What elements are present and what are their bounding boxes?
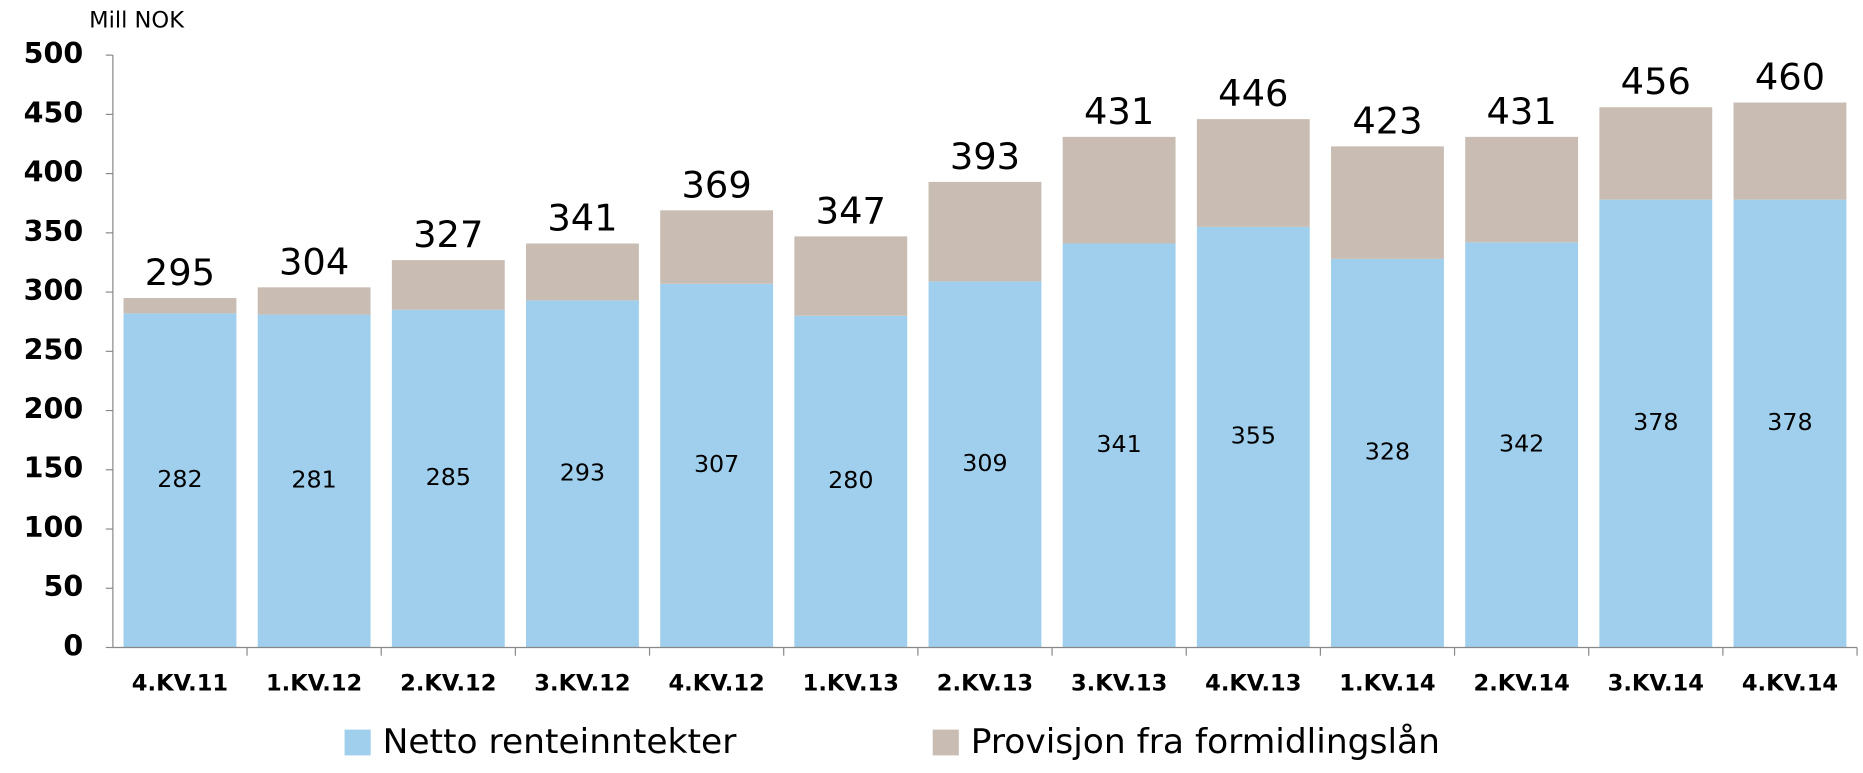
x-tick-label: 2.KV.13 — [937, 670, 1033, 696]
total-label: 393 — [950, 135, 1020, 178]
x-tick-label: 3.KV.14 — [1608, 670, 1704, 696]
value-label: 309 — [962, 449, 1007, 477]
value-label: 282 — [157, 465, 202, 493]
bar-segment — [1196, 119, 1310, 227]
y-tick-label: 350 — [24, 215, 84, 248]
total-label: 423 — [1352, 100, 1422, 143]
total-label: 347 — [816, 190, 886, 233]
value-label: 293 — [560, 459, 605, 487]
value-label: 341 — [1096, 430, 1141, 458]
bar-segment — [391, 260, 505, 310]
x-tick-label: 4.KV.12 — [668, 670, 764, 696]
value-label: 355 — [1231, 422, 1276, 450]
total-label: 327 — [413, 213, 483, 256]
bar-segment — [794, 315, 908, 648]
value-label: 280 — [828, 466, 873, 494]
y-tick-label: 100 — [24, 511, 84, 544]
total-label: 460 — [1755, 56, 1825, 99]
bar-segment — [1733, 102, 1847, 200]
bar-segment — [123, 313, 237, 648]
bar-segment — [1062, 136, 1176, 244]
total-label: 369 — [681, 164, 751, 207]
x-tick-label: 3.KV.12 — [534, 670, 630, 696]
bar-segment — [1465, 242, 1579, 648]
total-label: 304 — [279, 241, 349, 284]
y-tick-label: 50 — [43, 570, 83, 603]
y-axis-label: Mill NOK — [89, 8, 185, 34]
total-label: 295 — [145, 251, 215, 294]
bar-segment — [794, 236, 908, 316]
bar-segment — [257, 287, 371, 315]
value-label: 285 — [426, 463, 471, 491]
bar-segment — [660, 210, 774, 284]
bar-segment — [391, 309, 505, 648]
bar-segment — [1331, 258, 1444, 648]
x-tick-label: 4.KV.14 — [1742, 670, 1838, 696]
bar-segment — [526, 300, 639, 648]
legend-label: Provisjon fra formidlingslån — [971, 722, 1440, 762]
bar-segment — [1465, 136, 1579, 243]
y-tick-label: 200 — [24, 393, 84, 426]
total-label: 341 — [547, 197, 617, 240]
total-label: 431 — [1487, 90, 1557, 133]
bar-segment — [928, 281, 1042, 648]
y-tick-label: 450 — [24, 96, 84, 129]
y-tick-label: 500 — [24, 37, 84, 70]
bar-segment — [660, 283, 774, 648]
x-tick-label: 3.KV.13 — [1071, 670, 1167, 696]
legend-swatch — [932, 729, 959, 756]
value-label: 281 — [291, 466, 336, 494]
value-label: 342 — [1499, 430, 1544, 458]
bar-segment — [123, 297, 237, 314]
bar-segment — [257, 314, 371, 648]
y-tick-label: 400 — [24, 156, 84, 189]
x-tick-label: 2.KV.14 — [1473, 670, 1569, 696]
x-tick-label: 2.KV.12 — [400, 670, 496, 696]
bar-segment — [1062, 243, 1176, 648]
bar-segment — [526, 243, 639, 301]
total-label: 456 — [1621, 60, 1691, 103]
total-label: 431 — [1084, 90, 1154, 133]
y-tick-label: 300 — [24, 274, 84, 307]
bar-segment — [1196, 226, 1310, 648]
value-label: 378 — [1633, 408, 1678, 436]
value-label: 307 — [694, 450, 739, 478]
y-tick-label: 0 — [63, 630, 83, 663]
x-tick-label: 1.KV.13 — [803, 670, 899, 696]
bar-segment — [928, 181, 1042, 282]
legend-swatch — [344, 729, 371, 756]
legend-label: Netto renteinntekter — [383, 722, 738, 762]
bar-segment — [1733, 199, 1847, 648]
x-tick-label: 4.KV.13 — [1205, 670, 1301, 696]
total-label: 446 — [1218, 72, 1288, 115]
bar-segment — [1331, 146, 1444, 259]
bar-segment — [1599, 199, 1713, 648]
value-label: 378 — [1767, 408, 1812, 436]
bar-segment — [1599, 107, 1713, 200]
x-tick-label: 4.KV.11 — [132, 670, 228, 696]
x-tick-label: 1.KV.14 — [1339, 670, 1435, 696]
x-tick-label: 1.KV.12 — [266, 670, 362, 696]
y-tick-label: 250 — [24, 333, 84, 366]
y-tick-label: 150 — [24, 452, 84, 485]
value-label: 328 — [1365, 438, 1410, 466]
